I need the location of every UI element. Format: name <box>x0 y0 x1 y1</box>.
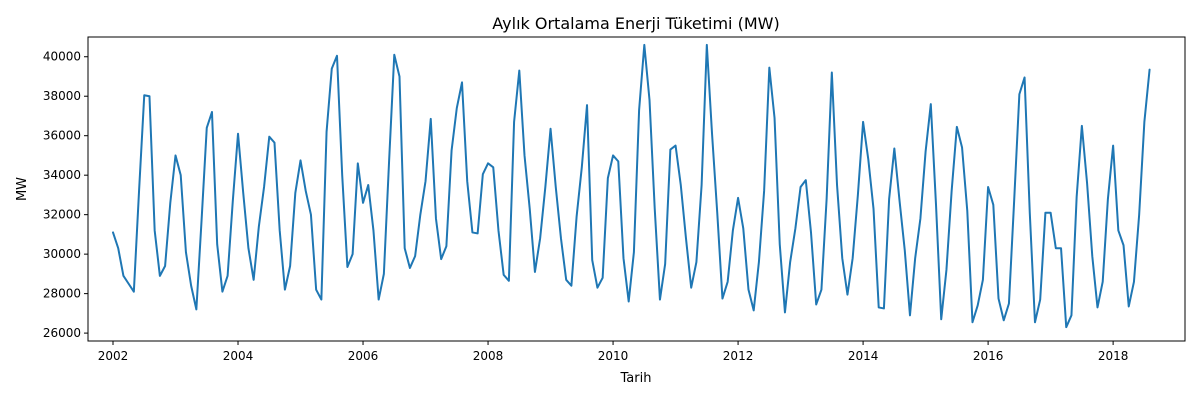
series-line <box>112 43 1151 329</box>
x-tick-label: 2008 <box>473 349 504 363</box>
x-axis-ticks: 2002 2004 2006 2008 2010 2012 2014 2016 2018 <box>98 341 1129 363</box>
x-tick-label: 2016 <box>973 349 1004 363</box>
y-tick-label: 32000 <box>43 208 81 222</box>
x-tick-label: 2010 <box>598 349 629 363</box>
y-axis-label: MW <box>15 177 30 201</box>
y-tick-label: 38000 <box>43 89 81 103</box>
x-axis-label: Tarih <box>620 371 652 386</box>
y-tick-label: 26000 <box>43 326 81 340</box>
x-tick-label: 2014 <box>848 349 879 363</box>
x-tick-label: 2006 <box>348 349 379 363</box>
y-axis-ticks: 26000 28000 30000 32000 34000 36000 38000 40000 <box>43 50 88 340</box>
x-tick-label: 2018 <box>1098 349 1129 363</box>
chart-title: Aylık Ortalama Enerji Tüketimi (MW) <box>492 14 779 33</box>
y-tick-label: 30000 <box>43 247 81 261</box>
y-tick-label: 36000 <box>43 129 81 143</box>
x-tick-label: 2002 <box>98 349 129 363</box>
y-tick-label: 34000 <box>43 168 81 182</box>
x-tick-label: 2012 <box>723 349 754 363</box>
y-tick-label: 40000 <box>43 50 81 64</box>
y-tick-label: 28000 <box>43 287 81 301</box>
x-tick-label: 2004 <box>223 349 254 363</box>
plot-frame <box>87 36 1186 342</box>
